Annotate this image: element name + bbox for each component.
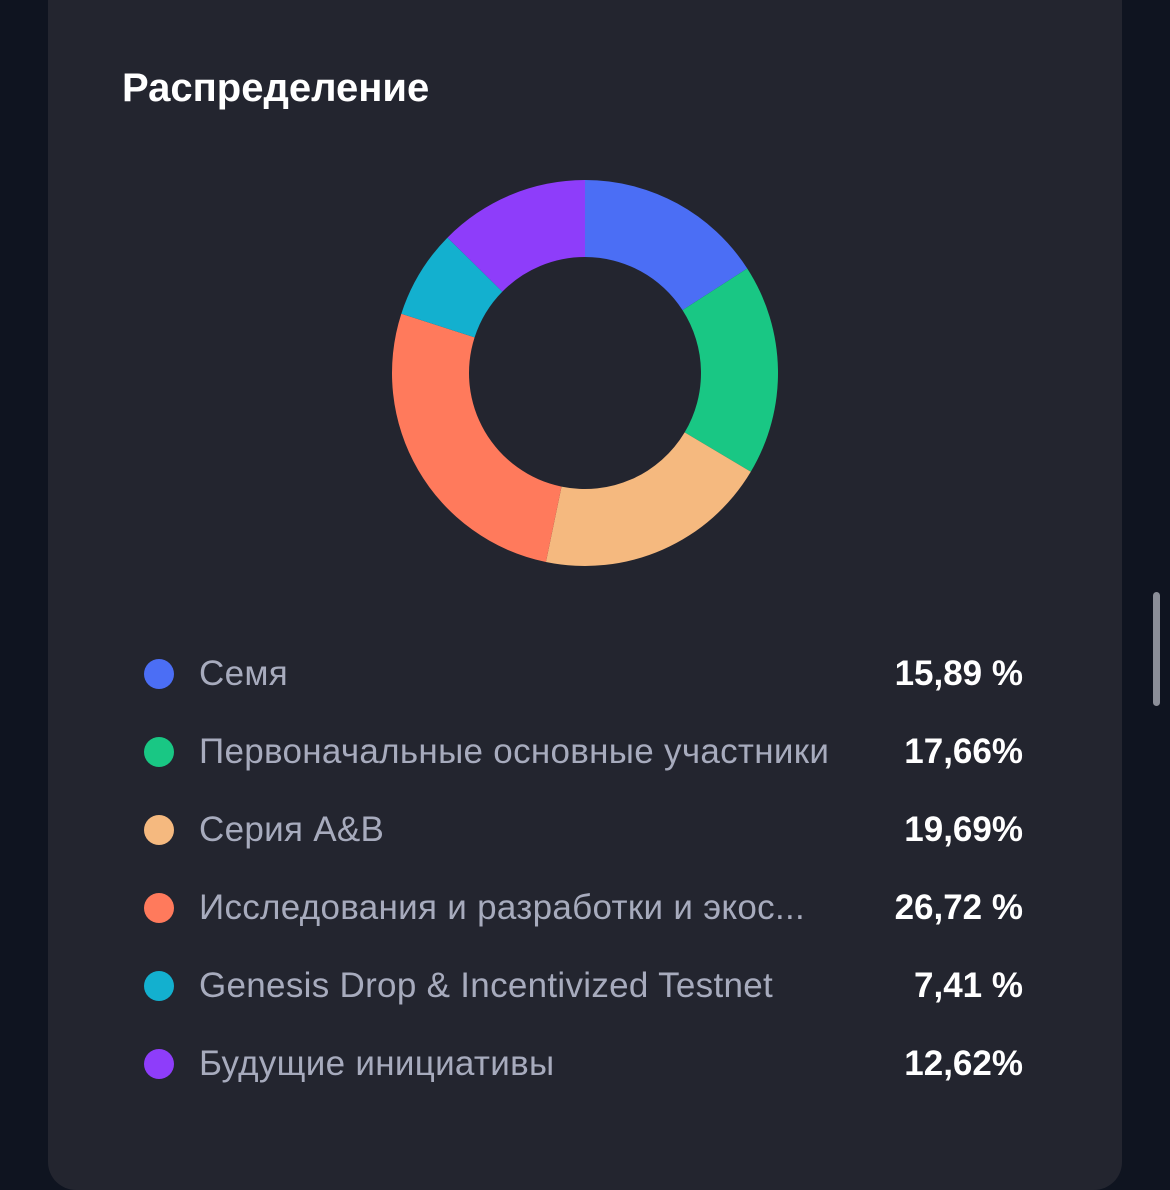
- donut-slice-1[interactable]: [682, 268, 778, 472]
- legend-label: Первоначальные основные участники: [199, 732, 830, 771]
- scrollbar-thumb[interactable]: [1153, 592, 1160, 706]
- legend-value: 15,89 %: [894, 654, 1023, 693]
- legend-value: 7,41 %: [914, 966, 1023, 1005]
- legend-dot-icon: [144, 1049, 174, 1079]
- legend-label: Семя: [199, 654, 288, 693]
- legend-label: Исследования и разработки и экос...: [199, 888, 806, 927]
- legend-value: 17,66%: [904, 732, 1023, 771]
- legend-value: 12,62%: [904, 1044, 1023, 1083]
- legend-item: Семя 15,89 %: [140, 634, 1025, 712]
- legend-item: Исследования и разработки и экос... 26,72…: [140, 868, 1025, 946]
- donut-slice-0[interactable]: [585, 180, 748, 311]
- legend-value: 19,69%: [904, 810, 1023, 849]
- donut-slice-3[interactable]: [392, 313, 562, 563]
- legend-label: Genesis Drop & Incentivized Testnet: [199, 966, 774, 1005]
- legend-dot-icon: [144, 659, 174, 689]
- legend-item: Серия A&B 19,69%: [140, 790, 1025, 868]
- legend-value: 26,72 %: [894, 888, 1023, 927]
- chart-title: Распределение: [122, 66, 430, 110]
- legend-dot-icon: [144, 893, 174, 923]
- legend-dot-icon: [144, 815, 174, 845]
- legend-item: Будущие инициативы 12,62%: [140, 1024, 1025, 1102]
- donut-slice-4[interactable]: [401, 237, 503, 338]
- legend-dot-icon: [144, 971, 174, 1001]
- legend-item: Первоначальные основные участники 17,66%: [140, 712, 1025, 790]
- legend-item: Genesis Drop & Incentivized Testnet 7,41 …: [140, 946, 1025, 1024]
- chart-legend: Семя 15,89 % Первоначальные основные участ…: [140, 634, 1025, 1102]
- legend-label: Серия A&B: [199, 810, 385, 849]
- donut-slice-2[interactable]: [545, 432, 751, 566]
- legend-label: Будущие инициативы: [199, 1044, 555, 1083]
- donut-slice-5[interactable]: [447, 180, 585, 292]
- legend-dot-icon: [144, 737, 174, 767]
- donut-chart: [392, 180, 778, 566]
